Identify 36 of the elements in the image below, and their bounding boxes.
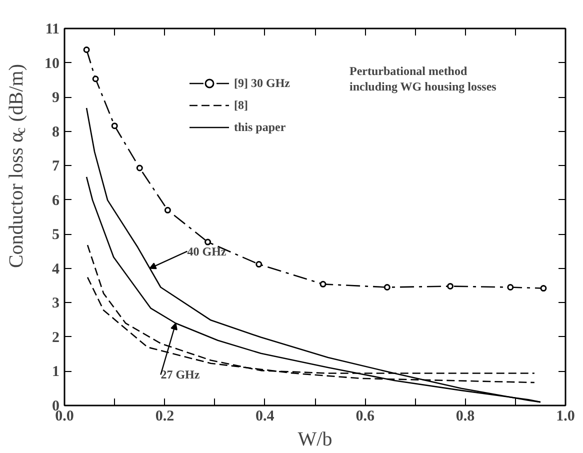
- x-tick-label: 0.4: [256, 408, 275, 424]
- y-tick-label: 8: [52, 124, 60, 140]
- legend-label: [8]: [234, 97, 249, 113]
- y-tick-label: 5: [52, 227, 60, 244]
- x-tick-label: 0.2: [155, 408, 174, 424]
- x-axis-title: W/b: [298, 428, 332, 450]
- annotation: Perturbational method including WG housing losses: [350, 64, 497, 94]
- y-tick-label: 3: [52, 296, 60, 312]
- annotation: 27 GHz: [160, 368, 200, 382]
- x-tick-label: 0.6: [356, 408, 375, 424]
- point: [111, 122, 118, 130]
- point: [92, 76, 99, 82]
- y-tick-label: 6: [52, 192, 60, 209]
- y-tick-label: 10: [44, 56, 60, 72]
- point: [164, 206, 171, 214]
- y-tick-label: 1: [52, 364, 60, 380]
- point: [320, 280, 326, 288]
- point: [384, 284, 390, 291]
- point: [256, 261, 262, 268]
- point: [204, 238, 212, 246]
- y-tick-label: 11: [45, 22, 60, 38]
- y-tick-label: 2: [52, 330, 60, 346]
- point: [447, 282, 454, 290]
- y-axis-title: Conductor loss αc (dB/m): [6, 64, 29, 268]
- point: [136, 164, 143, 172]
- y-tick-label: 9: [52, 90, 60, 106]
- x-tick-label: 0.8: [456, 408, 475, 424]
- annotation: 40 GHz: [187, 244, 227, 258]
- point: [83, 46, 90, 53]
- legend-label: this paper: [234, 119, 286, 135]
- y-tick-label: 7: [52, 158, 60, 175]
- legend-label: [9] 30 GHz: [234, 75, 290, 91]
- point: [507, 284, 514, 291]
- x-tick-label: 1.0: [556, 408, 575, 424]
- y-tick-label: 4: [52, 261, 60, 278]
- point: [540, 285, 547, 292]
